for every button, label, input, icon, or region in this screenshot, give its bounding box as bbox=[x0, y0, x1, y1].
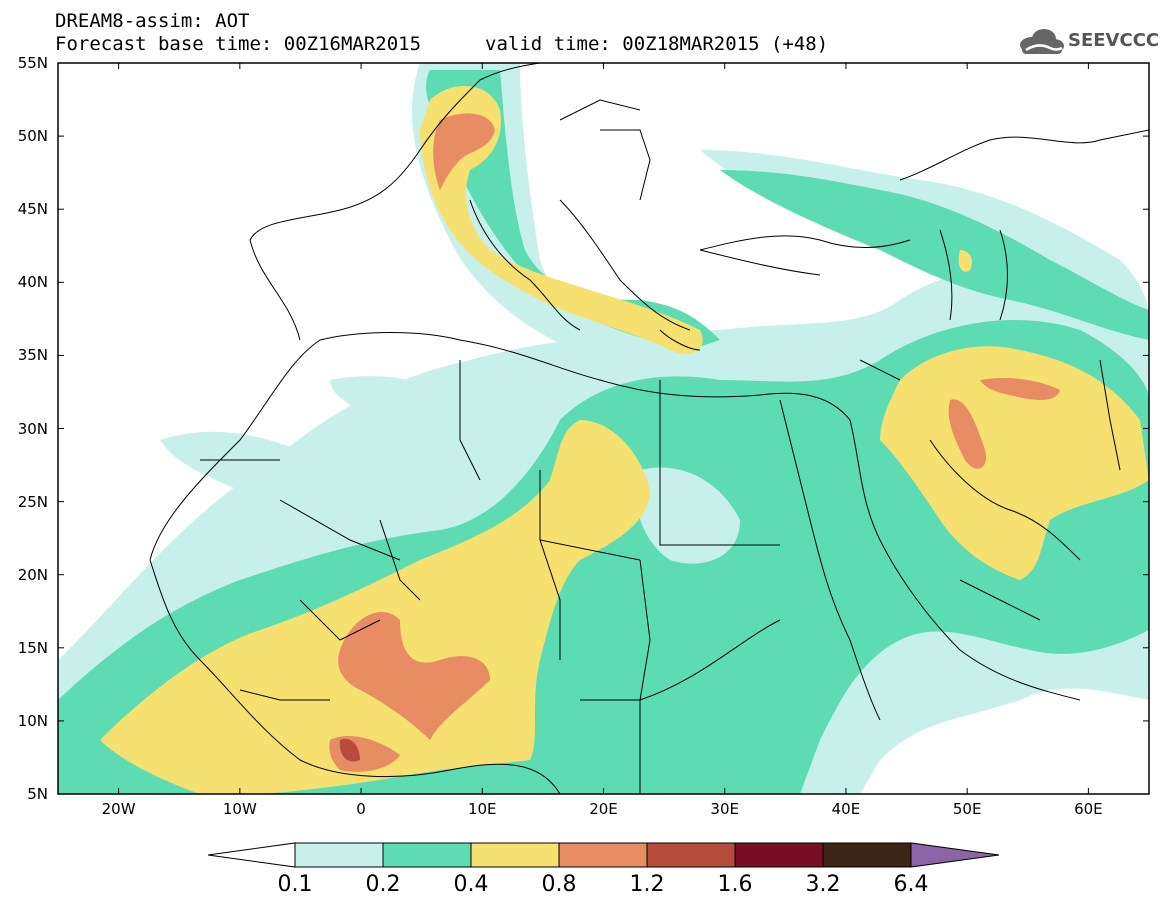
colorbar-low-arrow bbox=[207, 842, 296, 868]
lon-label: 50E bbox=[952, 800, 982, 818]
lon-label: 20W bbox=[101, 800, 136, 818]
colorbar-label: 1.2 bbox=[629, 872, 665, 897]
colorbar-label: 3.2 bbox=[805, 872, 841, 897]
colorbar-bin bbox=[734, 842, 824, 868]
lon-label: 30E bbox=[710, 800, 739, 818]
colorbar-label: 0.4 bbox=[453, 872, 489, 897]
lat-label: 20N bbox=[17, 565, 48, 584]
colorbar-label: 0.8 bbox=[541, 872, 577, 897]
colorbar-label: 0.1 bbox=[277, 872, 313, 897]
model-title: DREAM8-assim: AOT bbox=[55, 10, 250, 32]
colorbar-label: 0.2 bbox=[365, 872, 401, 897]
lat-label: 45N bbox=[17, 200, 48, 219]
lat-label: 55N bbox=[17, 54, 48, 72]
colorbar-high-arrow bbox=[910, 842, 1000, 868]
colorbar-bin bbox=[822, 842, 912, 868]
colorbar-bin bbox=[382, 842, 472, 868]
colorbar-bin bbox=[294, 842, 384, 868]
lon-label: 10E bbox=[467, 800, 497, 818]
lon-label: 0 bbox=[356, 800, 366, 818]
lat-label: 5N bbox=[27, 785, 48, 803]
coastlines bbox=[149, 63, 1149, 794]
lon-label: 20E bbox=[589, 800, 618, 818]
colorbar bbox=[207, 842, 1000, 868]
lat-label: 40N bbox=[17, 273, 48, 292]
aot-field-0-8 bbox=[329, 113, 1060, 772]
lon-label: 40E bbox=[831, 800, 861, 818]
forecast-base-time: Forecast base time: 00Z16MAR2015 bbox=[55, 33, 422, 55]
lat-label: 35N bbox=[17, 346, 48, 365]
aot-field-1-2 bbox=[339, 738, 360, 762]
colorbar-bin bbox=[558, 842, 648, 868]
lat-label: 25N bbox=[17, 492, 48, 511]
lon-label: 60E bbox=[1074, 800, 1103, 818]
lat-label: 50N bbox=[17, 127, 48, 146]
axis-ticks bbox=[58, 62, 1149, 795]
lat-label: 30N bbox=[17, 419, 48, 438]
colorbar-label: 6.4 bbox=[893, 872, 929, 897]
cloud-icon bbox=[1020, 29, 1064, 54]
colorbar-label: 1.6 bbox=[717, 872, 753, 897]
seevccc-logo: SEEVCCC bbox=[1018, 26, 1160, 56]
lat-label: 15N bbox=[17, 638, 48, 657]
colorbar-bin bbox=[470, 842, 560, 868]
lon-label: 10W bbox=[222, 800, 257, 818]
logo-text: SEEVCCC bbox=[1068, 30, 1160, 51]
lat-label: 10N bbox=[17, 711, 48, 730]
valid-time: valid time: 00Z18MAR2015 (+48) bbox=[485, 33, 829, 55]
colorbar-bin bbox=[646, 842, 736, 868]
